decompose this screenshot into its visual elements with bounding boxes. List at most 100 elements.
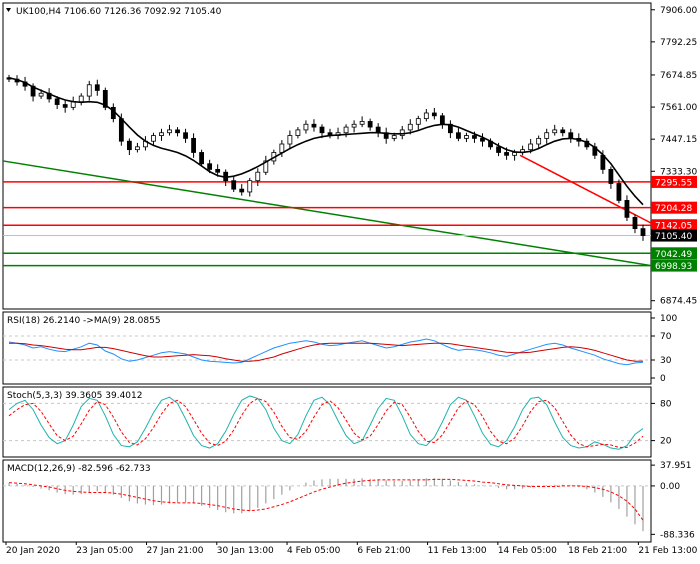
candle-body — [151, 135, 156, 142]
time-axis-label: 30 Jan 13:00 — [217, 546, 274, 556]
candle-body — [159, 132, 164, 136]
candle-body — [167, 129, 172, 134]
candle-body — [126, 140, 132, 151]
stoch-k-line — [8, 395, 644, 450]
candle-body — [239, 188, 245, 193]
candle-body — [367, 121, 373, 128]
candle-body — [311, 123, 317, 128]
candle-body — [231, 180, 237, 190]
level-label-box — [651, 219, 697, 232]
candle-body — [464, 135, 469, 139]
current-price-box — [651, 229, 697, 242]
level-label-box — [651, 247, 697, 260]
candle-body — [191, 137, 196, 153]
pane-frame-0 — [2, 2, 652, 310]
stoch-d-line — [8, 397, 644, 448]
candle-body — [199, 152, 205, 165]
macd-title: MACD(12,26,9) -82.596 -62.733 — [7, 464, 151, 474]
trend-line — [519, 154, 652, 224]
level-label-box — [651, 201, 697, 214]
pane-frame-1 — [2, 311, 652, 385]
time-axis-label: 14 Feb 05:00 — [498, 546, 557, 556]
candle-body — [624, 200, 630, 218]
candle-body — [423, 112, 429, 120]
candle-body — [512, 152, 517, 156]
price-axis-label: 7906.00 — [660, 6, 697, 16]
candle-body — [472, 135, 477, 139]
candle-body — [536, 137, 542, 145]
price-axis-label: 7561.00 — [660, 103, 697, 113]
time-axis-label: 18 Feb 21:00 — [568, 546, 627, 556]
stoch-axis-label: 80 — [660, 399, 672, 409]
candle-body — [456, 132, 461, 139]
price-axis-label: 6874.45 — [660, 297, 697, 307]
candle-body — [616, 183, 622, 201]
time-axis-label: 6 Feb 21:00 — [357, 546, 411, 556]
candle-body — [375, 126, 381, 134]
moving-average-line — [8, 76, 644, 206]
level-label: 6998.93 — [655, 262, 692, 272]
rsi-axis-label: 70 — [660, 332, 672, 342]
level-label: 7295.55 — [655, 178, 692, 188]
candle-body — [568, 132, 574, 139]
time-axis-label: 11 Feb 13:00 — [428, 546, 487, 556]
level-label: 7142.05 — [655, 222, 692, 232]
candle-body — [632, 216, 638, 230]
price-axis-label: 7333.30 — [660, 167, 697, 177]
candle-body — [504, 152, 509, 156]
level-label: 7042.49 — [655, 250, 692, 260]
current-price-label: 7105.40 — [655, 232, 692, 242]
candle-body — [303, 123, 309, 131]
pane-frame-3 — [2, 459, 652, 543]
candle-body — [359, 121, 365, 125]
macd-axis-label: 0.00 — [660, 482, 680, 492]
candle-body — [255, 171, 261, 182]
candle-body — [78, 95, 84, 103]
rsi-axis-label: 0 — [660, 374, 666, 384]
macd-signal-line — [8, 478, 644, 521]
candle-body — [407, 123, 413, 131]
candle-body — [287, 135, 293, 145]
time-axis-label: 20 Jan 2020 — [6, 546, 60, 556]
stoch-axis-label: 20 — [660, 437, 672, 447]
candle-body — [528, 143, 534, 151]
level-label-box — [651, 175, 697, 188]
price-axis-label: 7792.25 — [660, 38, 697, 48]
candle-body — [38, 92, 44, 97]
candle-body — [247, 180, 253, 193]
candle-body — [175, 129, 180, 134]
pane-frame-2 — [2, 386, 652, 458]
candle-body — [54, 98, 60, 105]
candle-body — [94, 84, 100, 91]
candle-body — [279, 143, 285, 153]
macd-axis-label: 37.951 — [660, 461, 692, 471]
title-dropdown-icon — [6, 8, 11, 12]
candle-body — [215, 168, 221, 173]
candle-body — [263, 160, 269, 173]
rsi-title: RSI(18) 26.2140 ->MA(9) 28.0855 — [7, 316, 161, 326]
candle-body — [496, 146, 501, 153]
candle-body — [399, 129, 405, 136]
candle-body — [544, 132, 550, 139]
candle-body — [415, 118, 421, 125]
time-axis-label: 27 Jan 21:00 — [147, 546, 204, 556]
candle-body — [480, 137, 485, 142]
candle-body — [102, 90, 108, 108]
time-axis-label: 4 Feb 05:00 — [287, 546, 341, 556]
candle-body — [207, 163, 213, 170]
candle-body — [295, 129, 301, 136]
rsi-ma-line — [9, 342, 644, 362]
trend-line — [2, 160, 652, 267]
candle-body — [391, 135, 397, 139]
rsi-axis-label: 100 — [660, 314, 677, 324]
candle-body — [183, 132, 188, 139]
candle-body — [118, 118, 124, 142]
price-axis-label: 7447.15 — [660, 135, 697, 145]
macd-axis-label: -88.336 — [660, 530, 695, 540]
candle-body — [319, 126, 325, 134]
stoch-title: Stoch(5,3,3) 39.3605 39.4012 — [7, 391, 142, 401]
candle-body — [343, 126, 349, 134]
candle-body — [135, 146, 140, 151]
